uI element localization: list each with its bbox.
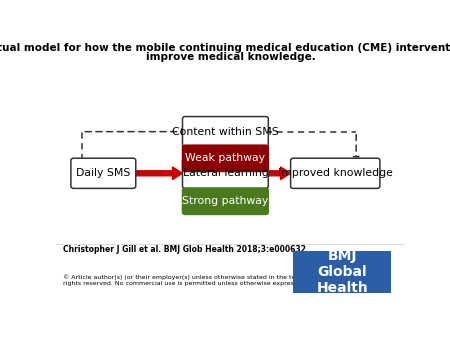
Text: Strong pathway: Strong pathway <box>182 196 269 206</box>
FancyBboxPatch shape <box>71 158 136 188</box>
Text: BMJ
Global
Health: BMJ Global Health <box>316 249 368 295</box>
FancyBboxPatch shape <box>183 117 268 147</box>
Text: Lateral learning: Lateral learning <box>183 168 268 178</box>
Text: Daily SMS: Daily SMS <box>76 168 130 178</box>
Text: Conceptual model for how the mobile continuing medical education (CME) intervent: Conceptual model for how the mobile cont… <box>0 43 450 53</box>
Text: Christopher J Gill et al. BMJ Glob Health 2018;3:e000632: Christopher J Gill et al. BMJ Glob Healt… <box>63 245 306 254</box>
Text: Improved knowledge: Improved knowledge <box>278 168 393 178</box>
Text: Content within SMS: Content within SMS <box>172 127 279 137</box>
Text: © Article author(s) (or their employer(s) unless otherwise stated in the text of: © Article author(s) (or their employer(s… <box>63 275 376 286</box>
FancyBboxPatch shape <box>183 158 268 188</box>
Text: improve medical knowledge.: improve medical knowledge. <box>146 52 315 62</box>
FancyBboxPatch shape <box>291 158 380 188</box>
FancyBboxPatch shape <box>183 188 268 214</box>
FancyBboxPatch shape <box>183 145 268 171</box>
FancyBboxPatch shape <box>293 251 391 293</box>
Text: Weak pathway: Weak pathway <box>185 153 266 163</box>
